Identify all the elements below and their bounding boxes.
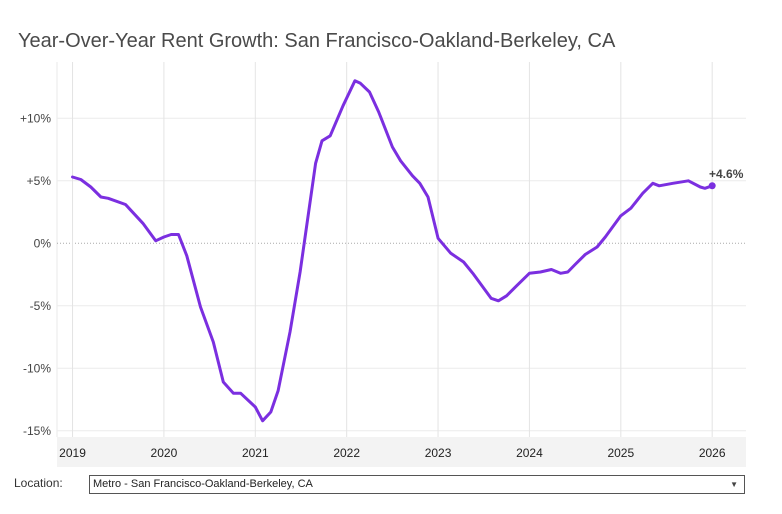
line-chart: 2019 2020 2021 2022 2023 2024 2025 2026 +10% +5%…	[20, 62, 746, 467]
chart-title: Year-Over-Year Rent Growth: San Francisc…	[18, 30, 616, 52]
x-tick-label: 2026	[699, 446, 726, 460]
grid-lines	[56, 62, 746, 437]
dropdown-arrow-icon: ▼	[730, 480, 738, 489]
x-tick-label: 2023	[425, 446, 452, 460]
x-tick-label: 2022	[333, 446, 360, 460]
y-axis-ticks: +10% +5% 0% -5% -10% -15%	[20, 111, 51, 438]
y-tick-label: +5%	[27, 174, 52, 188]
x-axis-ticks: 2019 2020 2021 2022 2023 2024 2025 2026	[59, 446, 726, 460]
location-label: Location:	[14, 476, 63, 490]
location-select-value: Metro - San Francisco-Oakland-Berkeley, …	[93, 478, 313, 490]
location-select[interactable]: Metro - San Francisco-Oakland-Berkeley, …	[89, 475, 745, 494]
x-tick-label: 2025	[607, 446, 634, 460]
y-tick-label: +10%	[20, 111, 51, 125]
last-value-label: +4.6%	[709, 167, 744, 181]
series-line	[71, 79, 714, 423]
y-tick-label: -15%	[23, 424, 51, 438]
x-axis-band	[57, 437, 746, 467]
y-tick-label: 0%	[34, 236, 52, 250]
x-tick-label: 2019	[59, 446, 86, 460]
last-point-marker[interactable]	[708, 182, 716, 190]
y-tick-label: -5%	[30, 299, 52, 313]
x-tick-label: 2021	[242, 446, 269, 460]
y-tick-label: -10%	[23, 361, 51, 375]
x-tick-label: 2024	[516, 446, 543, 460]
x-tick-label: 2020	[151, 446, 178, 460]
